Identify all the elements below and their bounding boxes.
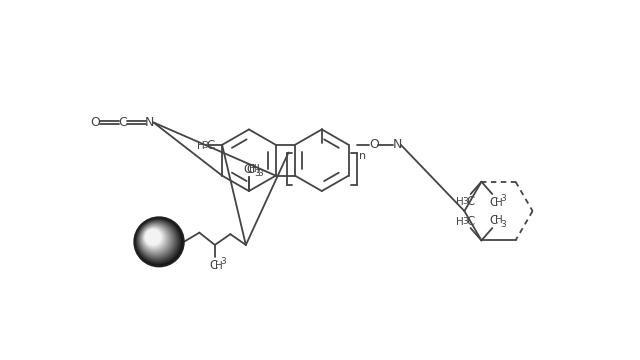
Circle shape [144,228,163,247]
Circle shape [139,222,175,258]
Text: C: C [467,215,475,229]
Circle shape [136,219,180,263]
Text: H: H [456,217,463,227]
Text: H: H [252,165,260,175]
Text: C: C [489,196,497,209]
Circle shape [143,227,165,249]
Text: 3: 3 [221,257,227,266]
Circle shape [142,226,167,251]
Text: 3: 3 [202,141,208,150]
Text: O: O [369,138,379,151]
Text: N: N [392,138,402,151]
Circle shape [141,225,170,253]
Text: H: H [456,197,463,207]
Circle shape [138,221,177,260]
Circle shape [134,217,184,266]
Circle shape [136,219,182,264]
Text: 3: 3 [258,169,264,178]
Circle shape [135,218,182,265]
Text: N: N [145,116,154,129]
Circle shape [141,225,168,252]
Circle shape [143,226,166,250]
Text: C: C [467,195,475,208]
Text: H: H [215,261,223,271]
Text: O: O [91,116,100,129]
Text: 3: 3 [462,217,468,226]
Text: 3: 3 [255,169,260,178]
Circle shape [138,221,175,259]
Text: C: C [243,163,252,176]
Text: H: H [249,165,257,175]
Circle shape [145,229,161,246]
Circle shape [144,228,164,248]
Text: C: C [246,163,255,176]
Circle shape [137,220,178,261]
Circle shape [136,220,179,262]
Text: C: C [206,139,214,152]
Text: 3: 3 [462,197,468,206]
Circle shape [140,224,171,254]
Text: H: H [196,141,204,150]
Text: C: C [118,116,127,129]
Text: H: H [495,215,502,225]
Text: 3: 3 [500,194,506,203]
Text: C: C [489,214,497,227]
Text: n: n [359,152,367,161]
Circle shape [140,223,173,257]
Text: 3: 3 [500,220,506,229]
Circle shape [140,223,172,255]
Text: C: C [209,259,218,272]
Text: H: H [495,198,502,207]
